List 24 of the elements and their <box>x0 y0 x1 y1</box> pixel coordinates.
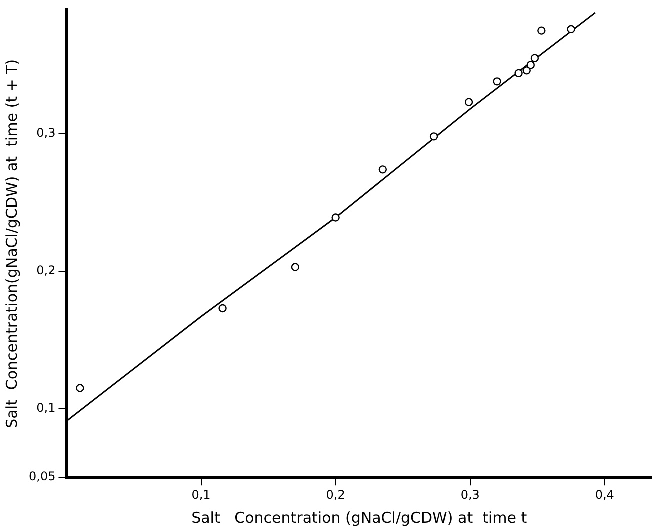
x-axis-title: Salt Concentration (gNaCl/gCDW) at time t <box>192 508 528 527</box>
x-tick-label: 0,2 <box>326 488 346 502</box>
y-tick-label: 0,1 <box>36 400 56 415</box>
point <box>493 78 502 86</box>
point <box>76 384 84 392</box>
point <box>567 25 576 34</box>
point <box>430 132 438 141</box>
x-tick-label: 0,3 <box>460 488 480 502</box>
y-tick-label: 0,2 <box>36 264 56 278</box>
point <box>218 304 227 313</box>
x-tick-label: 0,1 <box>192 488 211 502</box>
y-tick-label: 0,05 <box>29 470 56 484</box>
point <box>378 166 388 174</box>
x-tick-label: 0,4 <box>595 488 614 502</box>
point <box>514 69 523 78</box>
y-tick-label: 0,3 <box>36 126 56 140</box>
point <box>538 26 546 35</box>
point <box>464 98 474 106</box>
point <box>530 54 540 62</box>
point <box>526 61 536 70</box>
y-axis-title: Salt Concentration(gNaCl/gCDW) at time (t + T) <box>2 59 21 428</box>
point <box>291 263 300 272</box>
point <box>522 66 531 75</box>
point <box>332 214 340 222</box>
